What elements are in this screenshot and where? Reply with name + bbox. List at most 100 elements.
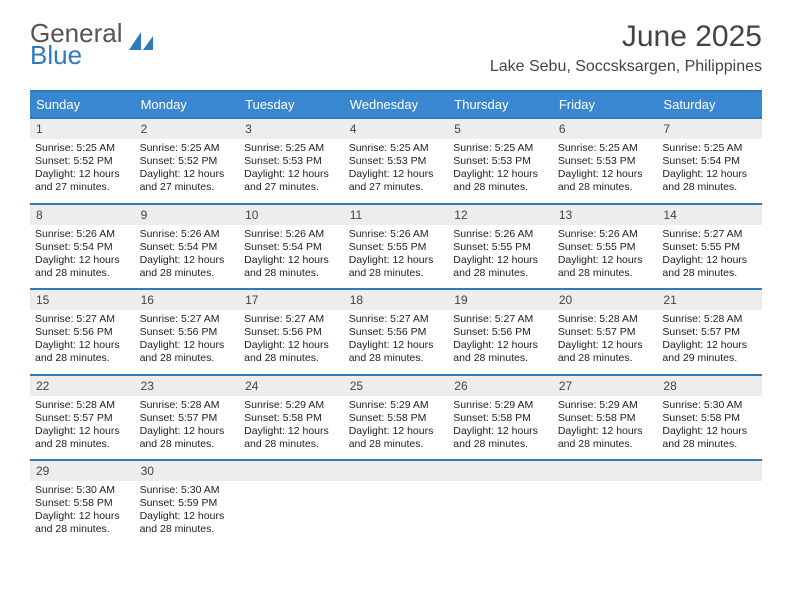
day-line: Daylight: 12 hours — [35, 339, 130, 352]
day-cell — [448, 481, 553, 545]
day-line: and 28 minutes. — [662, 267, 757, 280]
day-cell: Sunrise: 5:27 AMSunset: 5:55 PMDaylight:… — [657, 225, 762, 289]
day-cell: Sunrise: 5:26 AMSunset: 5:55 PMDaylight:… — [553, 225, 658, 289]
day-cell: Sunrise: 5:25 AMSunset: 5:53 PMDaylight:… — [344, 139, 449, 203]
dow-cell: Tuesday — [239, 92, 344, 117]
day-number: 27 — [553, 376, 658, 396]
dow-cell: Thursday — [448, 92, 553, 117]
day-line: and 28 minutes. — [349, 267, 444, 280]
day-line: Sunset: 5:53 PM — [349, 155, 444, 168]
day-line: and 28 minutes. — [140, 438, 235, 451]
day-number: 16 — [135, 290, 240, 310]
day-line: Sunrise: 5:26 AM — [453, 228, 548, 241]
day-cell: Sunrise: 5:28 AMSunset: 5:57 PMDaylight:… — [135, 396, 240, 460]
day-line: Sunrise: 5:29 AM — [349, 399, 444, 412]
day-cell: Sunrise: 5:28 AMSunset: 5:57 PMDaylight:… — [553, 310, 658, 374]
day-line: and 28 minutes. — [244, 438, 339, 451]
day-line: and 29 minutes. — [662, 352, 757, 365]
day-line: Sunrise: 5:25 AM — [140, 142, 235, 155]
day-line: Daylight: 12 hours — [244, 168, 339, 181]
day-cell: Sunrise: 5:26 AMSunset: 5:55 PMDaylight:… — [344, 225, 449, 289]
day-number: 12 — [448, 205, 553, 225]
day-line: Daylight: 12 hours — [35, 510, 130, 523]
day-line: Daylight: 12 hours — [349, 254, 444, 267]
day-number: 13 — [553, 205, 658, 225]
day-line: Sunrise: 5:26 AM — [140, 228, 235, 241]
day-line: and 28 minutes. — [558, 181, 653, 194]
day-line: Sunset: 5:57 PM — [558, 326, 653, 339]
dow-cell: Friday — [553, 92, 658, 117]
day-number — [344, 461, 449, 481]
day-line: Sunset: 5:57 PM — [662, 326, 757, 339]
day-line: Sunset: 5:55 PM — [558, 241, 653, 254]
day-line: Daylight: 12 hours — [140, 339, 235, 352]
day-line: and 28 minutes. — [140, 352, 235, 365]
day-number — [239, 461, 344, 481]
day-number — [657, 461, 762, 481]
day-number: 22 — [30, 376, 135, 396]
day-line: Sunset: 5:58 PM — [349, 412, 444, 425]
day-line: and 28 minutes. — [349, 352, 444, 365]
day-cell — [239, 481, 344, 545]
day-line: Sunset: 5:58 PM — [662, 412, 757, 425]
day-line: Sunset: 5:55 PM — [662, 241, 757, 254]
day-line: Sunrise: 5:28 AM — [662, 313, 757, 326]
daynum-row: 1234567 — [30, 119, 762, 139]
day-number: 5 — [448, 119, 553, 139]
day-cell: Sunrise: 5:28 AMSunset: 5:57 PMDaylight:… — [657, 310, 762, 374]
day-line: and 28 minutes. — [558, 352, 653, 365]
day-number: 7 — [657, 119, 762, 139]
day-line: Daylight: 12 hours — [140, 254, 235, 267]
day-line: Sunset: 5:59 PM — [140, 497, 235, 510]
day-line: Sunrise: 5:27 AM — [35, 313, 130, 326]
week-row: 15161718192021Sunrise: 5:27 AMSunset: 5:… — [30, 288, 762, 374]
day-number: 1 — [30, 119, 135, 139]
day-line: and 28 minutes. — [244, 267, 339, 280]
dow-cell: Sunday — [30, 92, 135, 117]
day-cell: Sunrise: 5:25 AMSunset: 5:53 PMDaylight:… — [239, 139, 344, 203]
day-cell: Sunrise: 5:26 AMSunset: 5:54 PMDaylight:… — [30, 225, 135, 289]
day-line: and 28 minutes. — [35, 267, 130, 280]
day-line: Daylight: 12 hours — [349, 339, 444, 352]
title-block: June 2025 Lake Sebu, Soccsksargen, Phili… — [490, 20, 762, 76]
daynum-row: 2930 — [30, 461, 762, 481]
dow-row: SundayMondayTuesdayWednesdayThursdayFrid… — [30, 92, 762, 117]
day-line: Sunrise: 5:28 AM — [140, 399, 235, 412]
day-cell: Sunrise: 5:25 AMSunset: 5:54 PMDaylight:… — [657, 139, 762, 203]
day-number: 21 — [657, 290, 762, 310]
day-line: Sunset: 5:54 PM — [35, 241, 130, 254]
day-line: Sunrise: 5:27 AM — [453, 313, 548, 326]
day-cell: Sunrise: 5:27 AMSunset: 5:56 PMDaylight:… — [344, 310, 449, 374]
day-line: Sunset: 5:55 PM — [349, 241, 444, 254]
day-line: Sunset: 5:58 PM — [558, 412, 653, 425]
day-number: 3 — [239, 119, 344, 139]
location: Lake Sebu, Soccsksargen, Philippines — [490, 58, 762, 76]
day-line: Daylight: 12 hours — [244, 425, 339, 438]
day-line: Sunset: 5:52 PM — [140, 155, 235, 168]
day-cell: Sunrise: 5:27 AMSunset: 5:56 PMDaylight:… — [448, 310, 553, 374]
day-line: Sunrise: 5:29 AM — [558, 399, 653, 412]
day-line: and 28 minutes. — [349, 438, 444, 451]
day-number — [553, 461, 658, 481]
dow-cell: Saturday — [657, 92, 762, 117]
week-row: 2930Sunrise: 5:30 AMSunset: 5:58 PMDayli… — [30, 459, 762, 545]
day-line: and 28 minutes. — [558, 438, 653, 451]
day-line: Sunrise: 5:26 AM — [349, 228, 444, 241]
day-cell: Sunrise: 5:29 AMSunset: 5:58 PMDaylight:… — [553, 396, 658, 460]
day-line: Sunrise: 5:27 AM — [349, 313, 444, 326]
day-number: 8 — [30, 205, 135, 225]
day-line: and 28 minutes. — [35, 352, 130, 365]
day-number: 29 — [30, 461, 135, 481]
dow-cell: Wednesday — [344, 92, 449, 117]
day-line: Sunset: 5:57 PM — [35, 412, 130, 425]
day-line: Sunrise: 5:26 AM — [558, 228, 653, 241]
day-line: Sunset: 5:52 PM — [35, 155, 130, 168]
day-line: Sunset: 5:54 PM — [662, 155, 757, 168]
logo-line2: Blue — [30, 42, 123, 68]
day-line: Sunrise: 5:27 AM — [662, 228, 757, 241]
day-number: 18 — [344, 290, 449, 310]
week-row: 22232425262728Sunrise: 5:28 AMSunset: 5:… — [30, 374, 762, 460]
day-line: Sunrise: 5:25 AM — [349, 142, 444, 155]
day-number: 20 — [553, 290, 658, 310]
day-line: and 28 minutes. — [453, 352, 548, 365]
